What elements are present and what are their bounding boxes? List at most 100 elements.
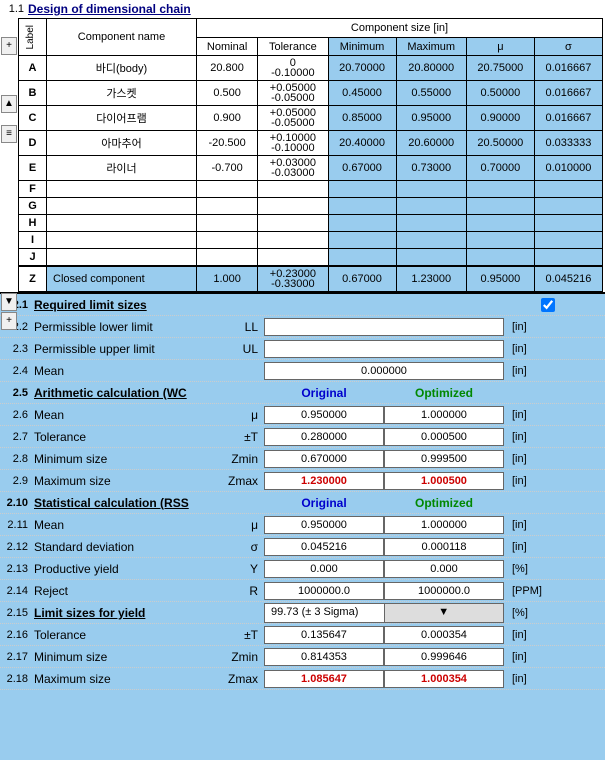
add-row-bottom-button[interactable]: + (1, 312, 17, 330)
scroll-up-button[interactable]: ▲ (1, 95, 17, 113)
tolerance-cell[interactable]: 0-0.10000 (258, 56, 328, 81)
calc-optimized-value: 0.000354 (384, 626, 504, 644)
comp-name-cell[interactable] (47, 181, 197, 198)
calc-label: Maximum size (34, 672, 224, 686)
calc-label: Maximum size (34, 474, 224, 488)
col-tolerance: Tolerance (258, 37, 328, 56)
comp-name-cell[interactable]: 아마추어 (47, 131, 197, 156)
required-limit-label: Required limit sizes (34, 298, 224, 312)
z-max: 1.23000 (396, 266, 466, 292)
ll-unit: [in] (504, 321, 544, 333)
rss-header-label: Statistical calculation (RSS (34, 496, 224, 510)
tolerance-cell[interactable]: +0.03000-0.03000 (258, 156, 328, 181)
row-num: 2.18 (0, 673, 34, 685)
calc-optimized-value: 1.000000 (384, 406, 504, 424)
calc-original-value: 0.950000 (264, 406, 384, 424)
calc-optimized-value: 0.000500 (384, 428, 504, 446)
sigma-cell (534, 215, 602, 232)
add-row-top-button[interactable]: + (1, 37, 17, 55)
max-cell: 20.80000 (396, 56, 466, 81)
max-cell: 0.95000 (396, 106, 466, 131)
row-num: 2.14 (0, 585, 34, 597)
calc-unit: [in] (504, 453, 544, 465)
row-num: 2.7 (0, 431, 34, 443)
row-num: 2.17 (0, 651, 34, 663)
col-sigma: σ (534, 37, 602, 56)
tolerance-cell[interactable] (258, 249, 328, 267)
calc-unit: [in] (504, 409, 544, 421)
label-header: Label (23, 21, 38, 53)
min-cell (328, 181, 396, 198)
ul-input[interactable] (264, 340, 504, 358)
tolerance-cell[interactable] (258, 232, 328, 249)
ll-input[interactable] (264, 318, 504, 336)
mean-value: 0.000000 (264, 362, 504, 380)
ul-symbol: UL (224, 342, 264, 356)
calc-symbol: σ (224, 540, 264, 554)
nominal-cell[interactable]: 0.500 (197, 81, 258, 106)
calc-optimized-value: 0.000 (384, 560, 504, 578)
row-label: F (19, 181, 47, 198)
mu-cell (466, 249, 534, 267)
mean-unit: [in] (504, 365, 544, 377)
comp-name-cell[interactable]: 라이너 (47, 156, 197, 181)
mu-cell (466, 215, 534, 232)
comp-name-cell[interactable] (47, 232, 197, 249)
nominal-cell[interactable]: -0.700 (197, 156, 258, 181)
row-num: 2.9 (0, 475, 34, 487)
sigma-dropdown[interactable]: 99.73 (± 3 Sigma) ▼ (264, 603, 504, 623)
calc-optimized-value: 0.000118 (384, 538, 504, 556)
row-label: I (19, 232, 47, 249)
nominal-cell[interactable] (197, 249, 258, 267)
calc-unit: [PPM] (504, 585, 544, 597)
nominal-cell[interactable]: 0.900 (197, 106, 258, 131)
col-minimum: Minimum (328, 37, 396, 56)
tolerance-cell[interactable]: +0.05000-0.05000 (258, 106, 328, 131)
row-num: 2.15 (0, 607, 34, 619)
comp-name-cell[interactable] (47, 198, 197, 215)
comp-name-cell[interactable] (47, 215, 197, 232)
comp-name-cell[interactable]: 다이어프램 (47, 106, 197, 131)
z-nominal: 1.000 (197, 266, 258, 292)
calc-original-value: 0.280000 (264, 428, 384, 446)
nominal-cell[interactable] (197, 232, 258, 249)
calc-label: Mean (34, 518, 224, 532)
comp-name-cell[interactable] (47, 249, 197, 267)
wc-optimized-header: Optimized (384, 386, 504, 400)
nominal-cell[interactable] (197, 215, 258, 232)
section-calculations: 2.1 Required limit sizes 2.2 Permissible… (0, 294, 605, 690)
z-label: Z (19, 266, 47, 292)
scroll-down-button[interactable]: ▼ (1, 293, 17, 311)
section-dimensional-chain: 1.1 Design of dimensional chain + ▲ ≡ ▼ … (0, 0, 605, 294)
tolerance-cell[interactable]: +0.05000-0.05000 (258, 81, 328, 106)
required-limit-checkbox[interactable] (541, 298, 555, 312)
comp-name-cell[interactable]: 가스켓 (47, 81, 197, 106)
sigma-cell (534, 232, 602, 249)
calc-original-value: 1.230000 (264, 472, 384, 490)
mu-cell (466, 181, 534, 198)
calc-label: Mean (34, 408, 224, 422)
tolerance-cell[interactable] (258, 215, 328, 232)
row-num: 2.13 (0, 563, 34, 575)
nominal-cell[interactable]: 20.800 (197, 56, 258, 81)
calc-symbol: Zmax (224, 672, 264, 686)
ul-label: Permissible upper limit (34, 342, 224, 356)
calc-original-value: 0.000 (264, 560, 384, 578)
tolerance-cell[interactable]: +0.10000-0.10000 (258, 131, 328, 156)
mu-cell (466, 232, 534, 249)
nominal-cell[interactable] (197, 181, 258, 198)
mu-cell (466, 198, 534, 215)
calc-optimized-value: 1.000000 (384, 516, 504, 534)
row-label: C (19, 106, 47, 131)
min-cell: 0.45000 (328, 81, 396, 106)
calc-symbol: μ (224, 518, 264, 532)
nominal-cell[interactable]: -20.500 (197, 131, 258, 156)
nominal-cell[interactable] (197, 198, 258, 215)
wc-header-label: Arithmetic calculation (WC (34, 386, 224, 400)
tolerance-cell[interactable] (258, 198, 328, 215)
comp-name-cell[interactable]: 바디(body) (47, 56, 197, 81)
tolerance-cell[interactable] (258, 181, 328, 198)
calc-symbol: R (224, 584, 264, 598)
mu-cell: 0.90000 (466, 106, 534, 131)
scroll-indicator[interactable]: ≡ (1, 125, 17, 143)
